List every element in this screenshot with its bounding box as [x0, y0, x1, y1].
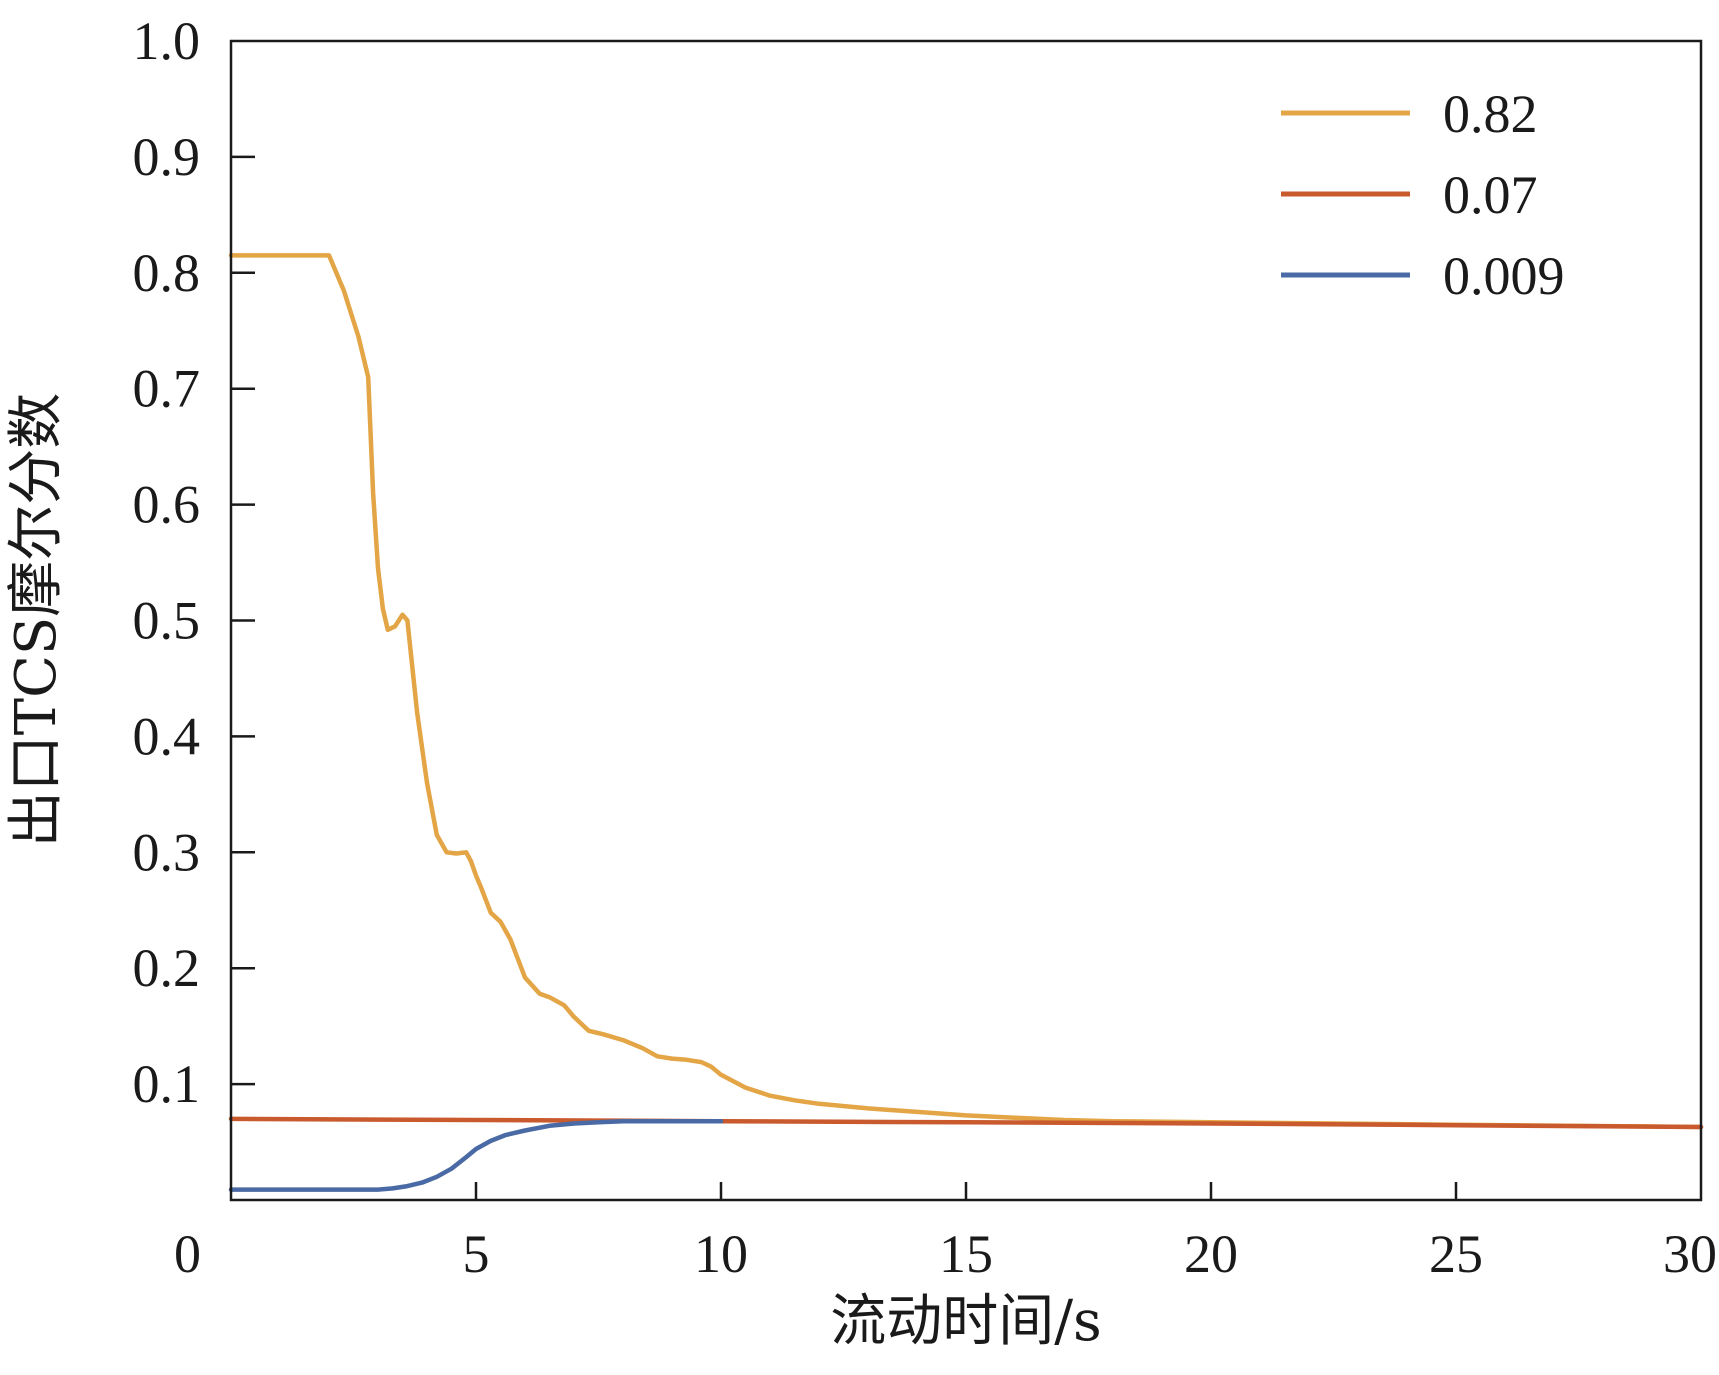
series-line-0	[228, 253, 1704, 1130]
y-tick-label: 0.2	[133, 938, 201, 998]
series-layer	[228, 253, 1704, 1192]
ticks-layer: 0 5 10 15 20 25 30 0.1 0.2 0.3 0.4 0.5 0.6 0.7 0.8 0.9 1…	[133, 11, 1718, 1284]
y-tick-label: 0.6	[133, 475, 201, 535]
series-line-1	[228, 1116, 1704, 1130]
y-tick-label: 1.0	[133, 11, 201, 71]
y-tick-label: 0.3	[133, 822, 201, 882]
x-tick-label: 20	[1184, 1224, 1238, 1284]
x-tick-label: 25	[1429, 1224, 1483, 1284]
x-tick-label: 10	[694, 1224, 748, 1284]
series-line-2	[228, 1118, 724, 1192]
y-tick-label: 0.1	[133, 1054, 201, 1114]
legend-label-0: 0.82	[1443, 84, 1538, 144]
x-axis-title: 流动时间/s	[830, 1289, 1102, 1354]
y-tick-label: 0.5	[133, 591, 201, 651]
legend: 0.82 0.07 0.009	[1281, 84, 1565, 306]
x-tick-label: 0	[174, 1224, 201, 1284]
legend-label-2: 0.009	[1443, 246, 1565, 306]
y-tick-label: 0.9	[133, 127, 201, 187]
x-tick-label: 5	[463, 1224, 490, 1284]
y-tick-label: 0.4	[133, 706, 201, 766]
x-tick-label: 15	[939, 1224, 993, 1284]
y-tick-label: 0.7	[133, 359, 201, 419]
x-tick-label: 30	[1663, 1224, 1717, 1284]
y-axis-title: 出口TCS摩尔分数	[4, 393, 69, 848]
y-tick-label: 0.8	[133, 243, 201, 303]
legend-label-1: 0.07	[1443, 165, 1538, 225]
